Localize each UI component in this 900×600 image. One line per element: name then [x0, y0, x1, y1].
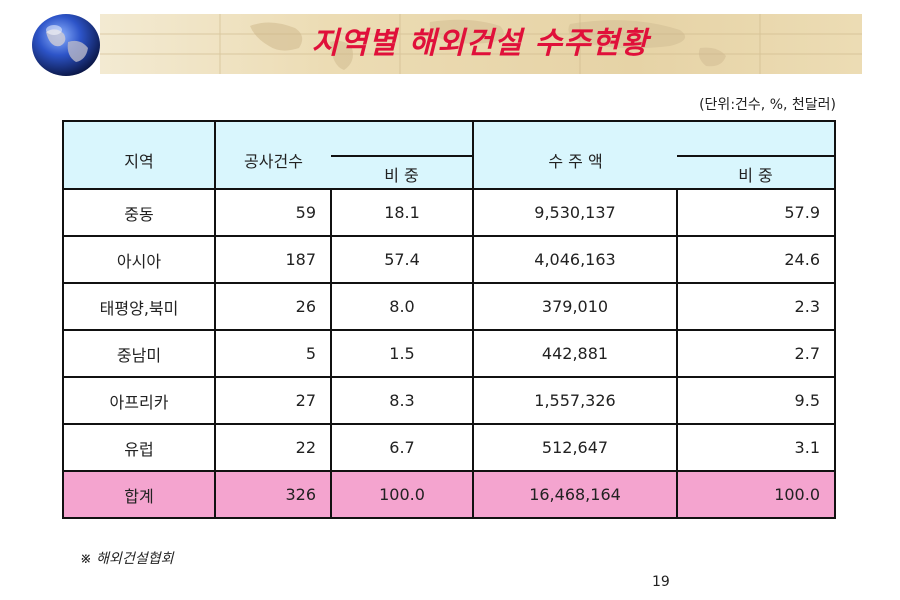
count-cell: 5 [214, 329, 332, 378]
table-row: 중동 59 18.1 9,530,137 57.9 [62, 188, 836, 237]
amount-share-cell: 3.1 [676, 423, 836, 472]
amount-share-cell: 2.7 [676, 329, 836, 378]
count-share-cell: 8.3 [330, 376, 474, 425]
region-cell: 아시아 [62, 235, 216, 284]
page-title: 지역별 해외건설 수주현황 [311, 26, 649, 61]
count-share-cell: 18.1 [330, 188, 474, 237]
total-region-cell: 합계 [62, 470, 216, 519]
title-banner [100, 14, 862, 74]
count-share-cell: 6.7 [330, 423, 474, 472]
region-cell: 중남미 [62, 329, 216, 378]
header-amount-share-label: 비 중 [738, 166, 773, 185]
table-total-row: 합계 326 100.0 16,468,164 100.0 [62, 470, 836, 519]
globe-icon [32, 14, 100, 76]
amount-cell: 442,881 [472, 329, 678, 378]
region-cell: 태평양,북미 [62, 282, 216, 331]
header-count-label: 공사건수 [244, 152, 303, 171]
count-cell: 26 [214, 282, 332, 331]
count-share-cell: 8.0 [330, 282, 474, 331]
region-cell: 중동 [62, 188, 216, 237]
table-row: 아시아 187 57.4 4,046,163 24.6 [62, 235, 836, 284]
amount-cell: 1,557,326 [472, 376, 678, 425]
amount-share-cell: 57.9 [676, 188, 836, 237]
header-region: 지역 [62, 120, 216, 190]
unit-note: (단위:건수, %, 천달러) [699, 97, 836, 113]
count-cell: 59 [214, 188, 332, 237]
count-cell: 27 [214, 376, 332, 425]
page-number: 19 [652, 574, 670, 590]
construction-orders-table: 지역 공사건수 비 중 수 주 액 비 중 중동 59 18.1 9,530,1… [62, 120, 836, 519]
amount-cell: 379,010 [472, 282, 678, 331]
total-amount-share-cell: 100.0 [676, 470, 836, 519]
count-cell: 22 [214, 423, 332, 472]
table-row: 아프리카 27 8.3 1,557,326 9.5 [62, 376, 836, 425]
header-count-share-label: 비 중 [384, 166, 419, 185]
total-count-share-cell: 100.0 [330, 470, 474, 519]
header-count: 공사건수 [214, 120, 331, 190]
header-amount: 수 주 액 [472, 120, 677, 190]
header-count-share: 비 중 [331, 120, 474, 190]
region-cell: 유럽 [62, 423, 216, 472]
amount-share-cell: 24.6 [676, 235, 836, 284]
table-row: 유럽 22 6.7 512,647 3.1 [62, 423, 836, 472]
amount-share-cell: 2.3 [676, 282, 836, 331]
table-header-row: 지역 공사건수 비 중 수 주 액 비 중 [62, 120, 836, 190]
amount-cell: 512,647 [472, 423, 678, 472]
header-region-label: 지역 [124, 152, 154, 171]
amount-cell: 9,530,137 [472, 188, 678, 237]
amount-share-cell: 9.5 [676, 376, 836, 425]
header-divider-line [331, 155, 472, 157]
header-amount-share: 비 중 [677, 120, 836, 190]
header-amount-label: 수 주 액 [548, 152, 603, 171]
count-cell: 187 [214, 235, 332, 284]
world-map-watermark [100, 14, 862, 74]
total-amount-cell: 16,468,164 [472, 470, 678, 519]
total-count-cell: 326 [214, 470, 332, 519]
amount-cell: 4,046,163 [472, 235, 678, 284]
region-cell: 아프리카 [62, 376, 216, 425]
table-row: 중남미 5 1.5 442,881 2.7 [62, 329, 836, 378]
table-row: 태평양,북미 26 8.0 379,010 2.3 [62, 282, 836, 331]
header-divider-line [677, 155, 834, 157]
source-note: ※ 해외건설협회 [80, 551, 174, 567]
count-share-cell: 57.4 [330, 235, 474, 284]
count-share-cell: 1.5 [330, 329, 474, 378]
